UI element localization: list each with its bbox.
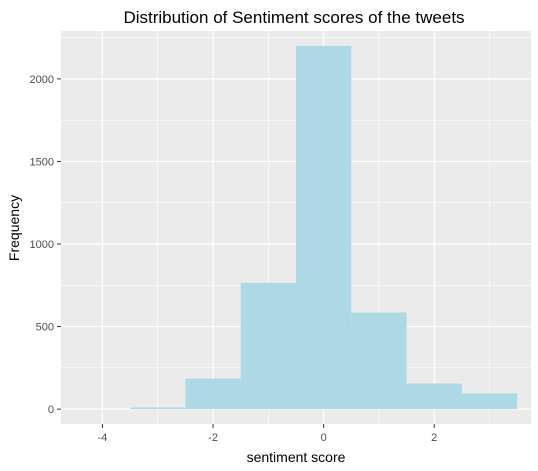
histogram-bar bbox=[296, 45, 352, 410]
y-tick-label: 500 bbox=[36, 322, 54, 334]
histogram-bars bbox=[130, 45, 518, 410]
histogram-bar bbox=[461, 393, 518, 410]
x-axis-ticks: -4 -2 0 2 bbox=[98, 424, 437, 444]
y-tick-label: 1500 bbox=[30, 156, 54, 168]
y-tick-label: 2000 bbox=[30, 74, 54, 86]
histogram-bar bbox=[240, 282, 296, 410]
histogram-bar bbox=[185, 378, 241, 410]
y-tick-label: 0 bbox=[48, 404, 54, 416]
y-axis-ticks: 0 500 1000 1500 2000 bbox=[30, 74, 61, 416]
x-tick-label: 2 bbox=[431, 432, 437, 444]
y-tick-label: 1000 bbox=[30, 239, 54, 251]
histogram-bar bbox=[351, 312, 407, 410]
x-axis-title: sentiment score bbox=[247, 449, 346, 465]
y-axis-title: Frequency bbox=[6, 195, 22, 261]
x-tick-label: 0 bbox=[321, 432, 327, 444]
histogram-bar bbox=[130, 407, 186, 410]
x-tick-label: -2 bbox=[208, 432, 218, 444]
histogram-bar bbox=[406, 383, 462, 410]
chart-title: Distribution of Sentiment scores of the … bbox=[123, 8, 464, 27]
x-tick-label: -4 bbox=[98, 432, 108, 444]
